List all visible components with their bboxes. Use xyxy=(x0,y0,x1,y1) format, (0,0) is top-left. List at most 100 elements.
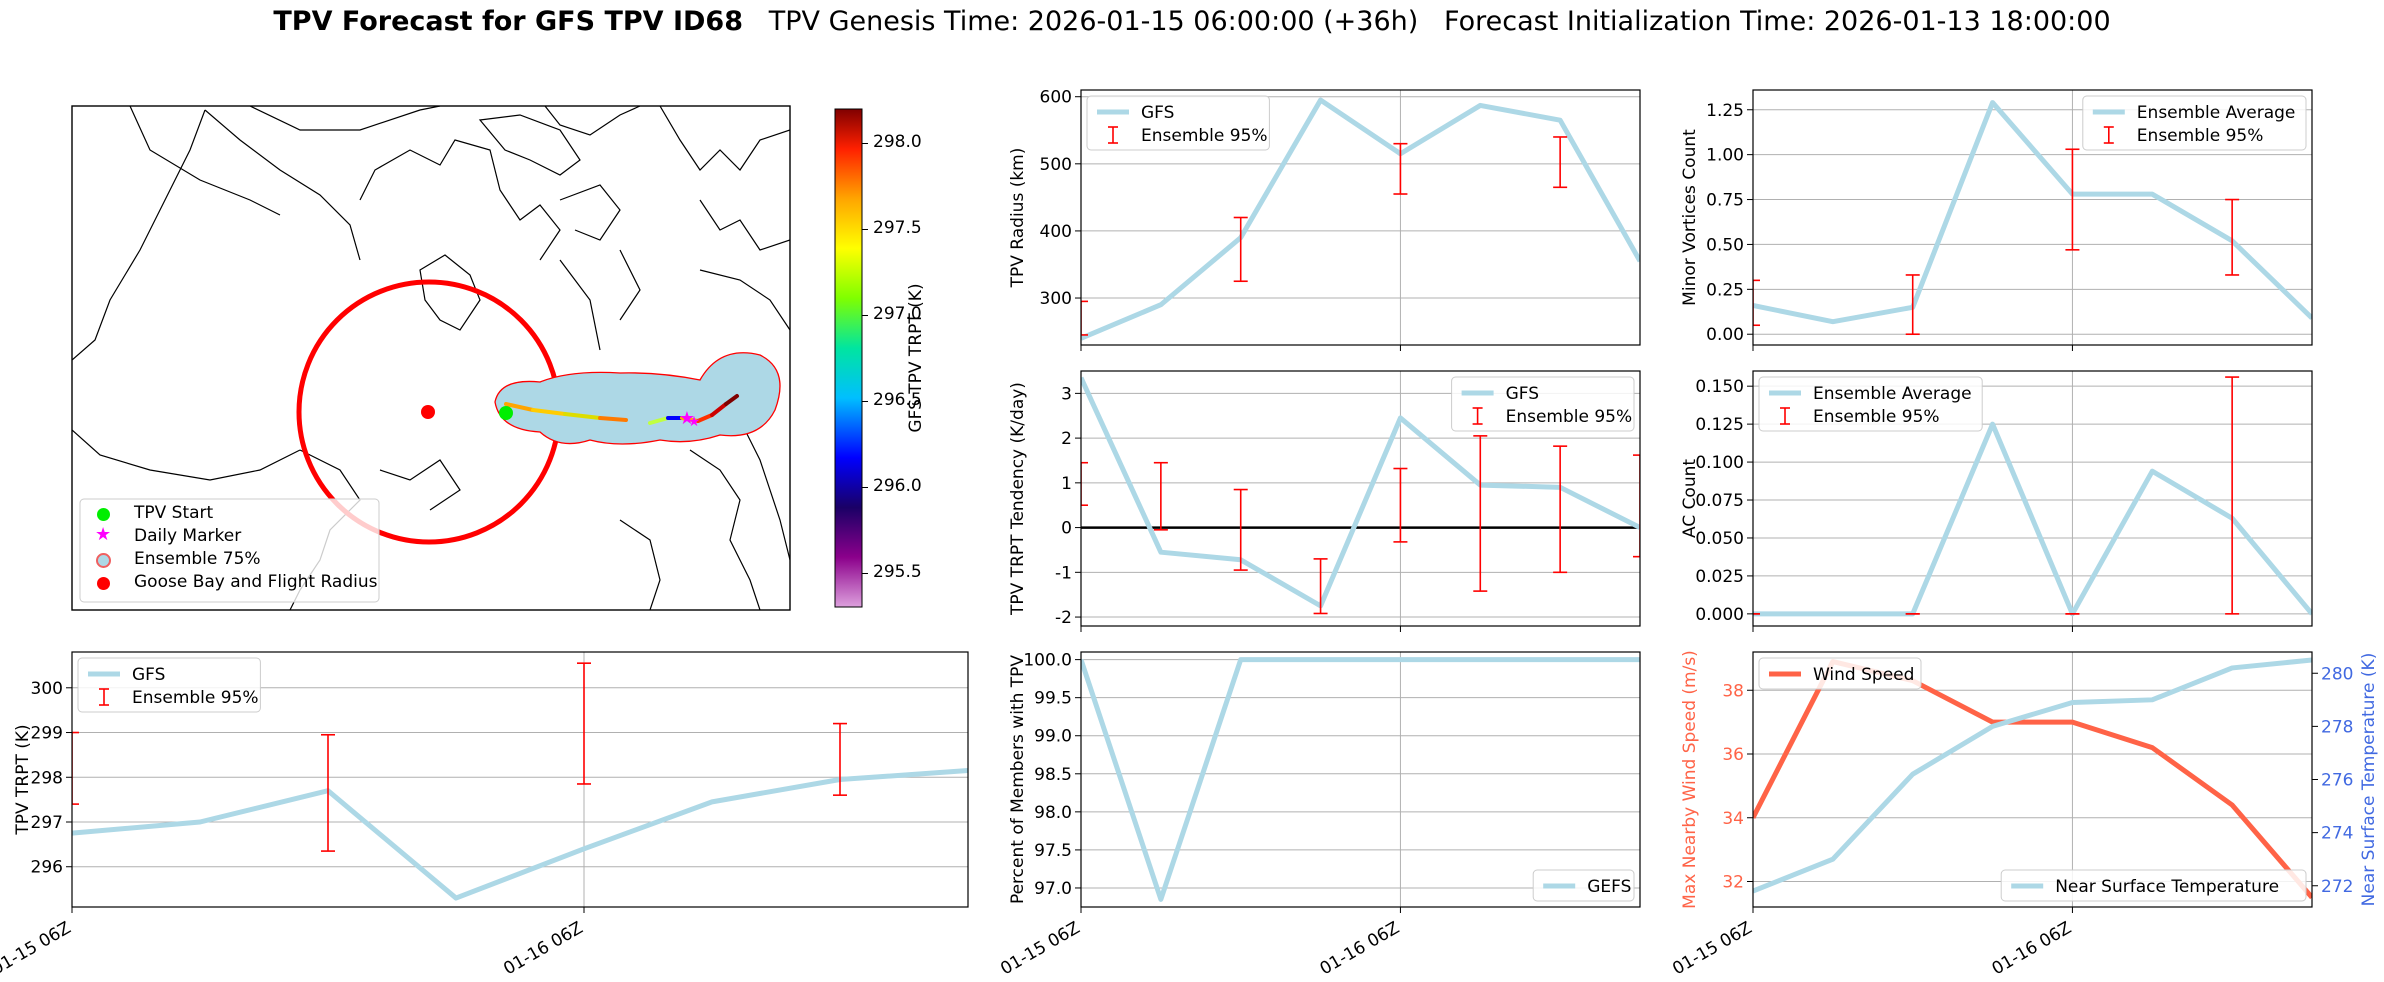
legend: GFS Ensemble 95% xyxy=(1451,376,1635,432)
plot-area xyxy=(1081,657,1640,902)
ytick-label: 99.0 xyxy=(1034,727,1072,747)
y-axis-label: TPV TRPT Tendency (K/day) xyxy=(1008,382,1028,616)
legend-box xyxy=(2082,95,2307,151)
ytick-label: 1.25 xyxy=(1706,101,1744,121)
legend-box xyxy=(2000,869,2307,902)
legend-label: TPV Start xyxy=(134,503,214,523)
legend-label: Ensemble 95% xyxy=(1506,407,1633,427)
ytick-label: 0.100 xyxy=(1695,453,1744,473)
colorbar-tick-mark xyxy=(862,143,868,145)
colorbar-tick-mark xyxy=(862,486,868,488)
y2-axis-label: Near Surface Temperature (K) xyxy=(2359,653,2379,907)
map-frame xyxy=(71,105,791,611)
colorbar-tick-label: 295.5 xyxy=(873,561,922,582)
ytick-label: 0.075 xyxy=(1695,491,1744,511)
xtick-label: 01-16 06Z xyxy=(1989,918,2075,979)
legend-label: Ensemble Average xyxy=(1813,384,1972,404)
ytick-label: -2 xyxy=(1055,608,1072,628)
legend-label: GFS xyxy=(1506,384,1539,404)
y-axis-label: TPV Radius (km) xyxy=(1008,148,1028,289)
legend-box xyxy=(77,657,261,713)
ytick-label: 300 xyxy=(31,679,63,699)
ytick-label: 1 xyxy=(1061,474,1072,494)
ytick-label: 0.25 xyxy=(1706,280,1744,300)
axes-frame xyxy=(71,651,969,908)
ytick-label: 98.5 xyxy=(1034,765,1072,785)
ytick-label: 97.0 xyxy=(1034,879,1072,899)
chart-ac_count: 0.000 0.025 0.050 0.075 0.100 0.125 0.150 AC Co… xyxy=(1680,370,2313,632)
legend-item-goose-bay: Goose Bay and Flight Radius xyxy=(80,571,379,594)
legend-label: Ensemble 95% xyxy=(1141,126,1268,146)
legend-label: Near Surface Temperature xyxy=(2055,877,2279,897)
plot-area xyxy=(1753,100,2312,336)
plot-area xyxy=(1753,657,2312,900)
ytick-label: 100.0 xyxy=(1023,651,1072,671)
legend-box xyxy=(1532,869,1635,902)
legend: Near Surface Temperature xyxy=(2000,869,2307,902)
ytick-label: -1 xyxy=(1055,563,1072,583)
ytick-label: 300 xyxy=(1040,289,1072,309)
legend-label: GEFS xyxy=(1587,877,1631,897)
ytick2-label: 272 xyxy=(2321,877,2353,897)
goose-bay-marker xyxy=(421,405,435,419)
ytick2-label: 280 xyxy=(2321,664,2353,684)
ytick-label: 36 xyxy=(1722,745,1744,765)
svg-text:★: ★ xyxy=(688,414,701,430)
ytick-label: 0.025 xyxy=(1695,567,1744,587)
ytick-label: 400 xyxy=(1040,222,1072,242)
legend: GFS Ensemble 95% xyxy=(1086,95,1270,151)
ytick-label: 34 xyxy=(1722,809,1744,829)
ytick-label: 38 xyxy=(1722,681,1744,701)
colorbar-tick-label: 296.0 xyxy=(873,475,922,496)
axes-frame xyxy=(1080,370,1641,627)
ytick-label: 2 xyxy=(1061,429,1072,449)
series-line-0 xyxy=(1753,659,2312,900)
y-axis-label: Max Nearby Wind Speed (m/s) xyxy=(1680,650,1700,909)
legend-item-ensemble-75: Ensemble 75% xyxy=(80,548,379,571)
colorbar xyxy=(834,108,863,608)
ytick-label: 0 xyxy=(1061,519,1072,539)
legend-label: Ensemble Average xyxy=(2137,103,2296,123)
ytick-label: 0.75 xyxy=(1706,191,1744,211)
y-axis-label: Minor Vortices Count xyxy=(1680,129,1700,306)
green-dot-icon xyxy=(97,508,110,521)
series-line-0 xyxy=(1753,421,2312,617)
ytick-label: 600 xyxy=(1040,88,1072,108)
map-legend xyxy=(79,498,380,603)
series-line-0 xyxy=(1081,376,1640,609)
ytick-label: 99.5 xyxy=(1034,689,1072,709)
colorbar-tick-label: 298.0 xyxy=(873,132,922,153)
legend-label: GFS xyxy=(1141,103,1174,123)
colorbar-tick-mark xyxy=(862,400,868,402)
axes-frame xyxy=(1752,370,2313,627)
legend-box xyxy=(1758,657,1922,690)
figure-title-rest: TPV Genesis Time: 2026-01-15 06:00:00 (+… xyxy=(768,6,2111,37)
axes-frame xyxy=(1752,89,2313,346)
red-dot-icon xyxy=(97,577,110,590)
ytick-label: 1.00 xyxy=(1706,146,1744,166)
figure-title: TPV Forecast for GFS TPV ID68 TPV Genesi… xyxy=(0,6,2384,37)
legend-box xyxy=(1086,95,1270,151)
ytick-label: 0.00 xyxy=(1706,325,1744,345)
y-axis-label: Percent of Members with TPV xyxy=(1008,655,1028,904)
legend-label: Goose Bay and Flight Radius xyxy=(134,572,378,592)
axes-frame xyxy=(1080,651,1641,908)
ytick-label: 0.125 xyxy=(1695,415,1744,435)
ytick-label: 0.050 xyxy=(1695,529,1744,549)
y-axis-label: AC Count xyxy=(1680,459,1700,538)
legend: Wind Speed xyxy=(1758,657,1922,690)
legend: Ensemble Average Ensemble 95% xyxy=(2082,95,2307,151)
ytick-label: 32 xyxy=(1722,873,1744,893)
legend-box xyxy=(1758,376,1983,432)
figure-title-bold: TPV Forecast for GFS TPV ID68 xyxy=(273,6,743,37)
series-line-0 xyxy=(1081,97,1640,341)
ytick-label: 297 xyxy=(31,813,63,833)
chart-radius: 300 400 500 600 TPV Radius (km) GFS Ensemble 9… xyxy=(1008,88,1641,351)
legend-label: GFS xyxy=(132,665,165,685)
plot-area xyxy=(72,662,968,901)
ytick-label: 298 xyxy=(31,768,63,788)
series-line-0 xyxy=(1081,657,1640,902)
ytick2-label: 274 xyxy=(2321,824,2353,844)
xtick-label: 01-16 06Z xyxy=(500,918,586,979)
